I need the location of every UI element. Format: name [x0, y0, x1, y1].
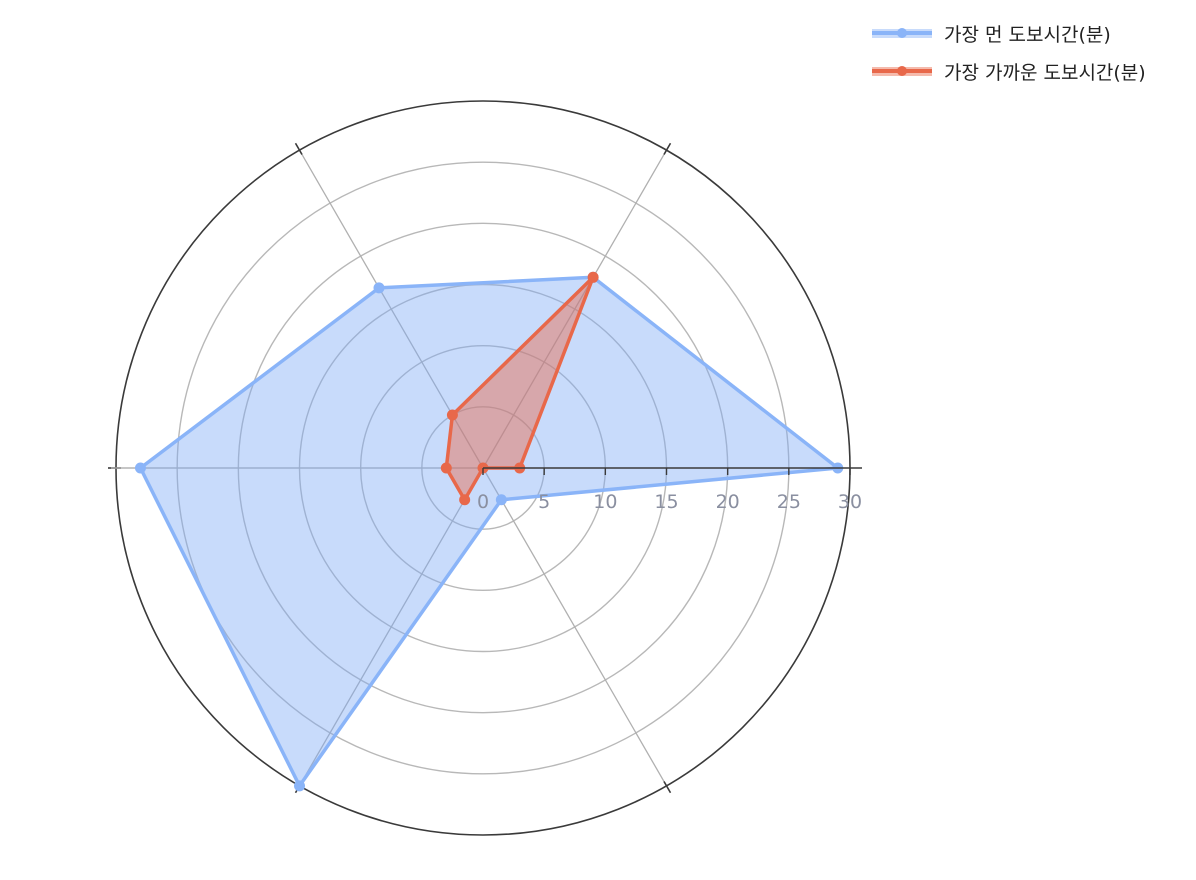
series-0-point-5	[495, 494, 507, 506]
legend-swatch-farthest	[872, 23, 932, 43]
spoke-tick-1	[663, 142, 672, 155]
series-1-point-1	[587, 271, 599, 283]
series-1-point-3	[440, 462, 452, 474]
spoke-4	[296, 467, 484, 791]
radial-tick-label-0: 0	[477, 491, 489, 513]
radar-series-areas	[134, 271, 844, 792]
legend-item-farthest[interactable]: 가장 먼 도보시간(분)	[872, 14, 1146, 52]
series-1-point-2	[446, 409, 458, 421]
legend-label-farthest: 가장 먼 도보시간(분)	[944, 23, 1111, 46]
radial-tick-label-20: 20	[716, 491, 740, 513]
spoke-tick-2	[294, 142, 303, 155]
radial-axis: 0 5 10 15 20 25 30	[477, 467, 862, 513]
spoke-1	[482, 145, 670, 469]
radial-tick-label-25: 25	[777, 491, 801, 513]
series-area-0	[138, 275, 840, 788]
series-0-point-2	[373, 282, 385, 294]
radial-tick-label-15: 15	[654, 491, 678, 513]
radial-tick-label-10: 10	[593, 491, 617, 513]
legend: 가장 먼 도보시간(분) 가장 가까운 도보시간(분)	[872, 14, 1146, 90]
legend-label-nearest: 가장 가까운 도보시간(분)	[944, 61, 1146, 84]
series-0-point-4	[294, 780, 305, 792]
radial-tick-label-30: 30	[838, 491, 862, 513]
spoke-tick-5	[663, 781, 672, 794]
legend-item-nearest[interactable]: 가장 가까운 도보시간(분)	[872, 52, 1146, 90]
legend-swatch-nearest	[872, 61, 932, 81]
radial-tick-label-5: 5	[538, 491, 550, 513]
spoke-5	[482, 467, 670, 791]
series-0-point-3	[134, 462, 146, 474]
series-1-point-4	[459, 494, 471, 506]
